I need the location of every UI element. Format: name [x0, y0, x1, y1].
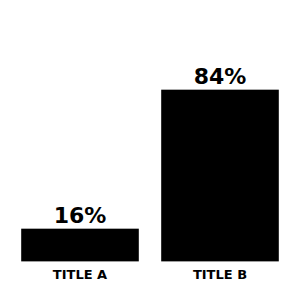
bar: [161, 90, 279, 262]
bars: [21, 90, 279, 262]
data-label: 84%: [194, 64, 247, 89]
data-label: 16%: [54, 203, 107, 228]
category-label: TITLE A: [53, 267, 107, 282]
bar: [21, 229, 139, 262]
chart: 16% TITLE A 84% TITLE B: [0, 0, 300, 300]
labels: 16% TITLE A 84% TITLE B: [53, 64, 247, 283]
chart-container: 16% TITLE A 84% TITLE B: [0, 0, 300, 300]
category-label: TITLE B: [193, 267, 247, 282]
